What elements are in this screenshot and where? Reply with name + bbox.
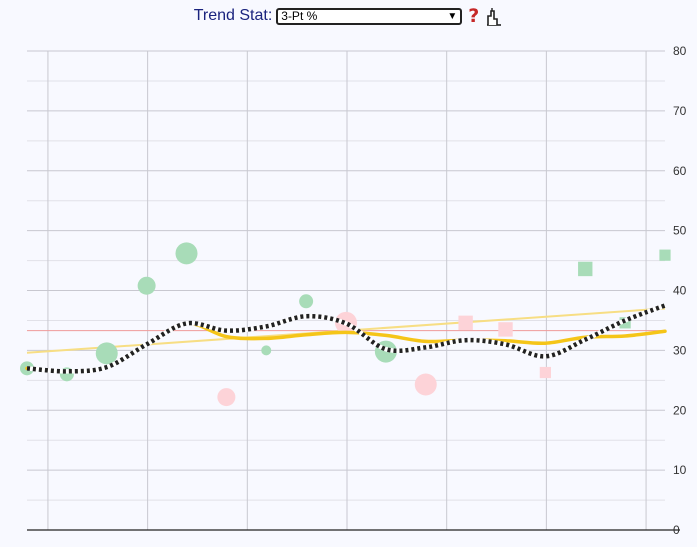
data-point-circle: [175, 242, 198, 265]
data-point-square: [578, 261, 593, 277]
chart-options-button[interactable]: [485, 7, 503, 26]
trend-stat-toolbar: Trend Stat: 3-Pt % ▼ ?: [0, 4, 697, 28]
y-tick-label: 30: [673, 343, 687, 357]
y-tick-label: 0: [673, 523, 680, 537]
question-mark-icon: ?: [468, 4, 480, 27]
line-chart-icon: [487, 7, 502, 26]
y-tick-label: 60: [673, 164, 687, 178]
y-tick-label: 10: [673, 463, 687, 477]
chart-axes: 80 70 60 50 40 30 20 10 0: [27, 44, 687, 537]
chevron-down-icon: ▼: [447, 10, 458, 22]
trend-stat-selected-value: 3-Pt %: [281, 9, 318, 23]
data-point-circle: [261, 345, 272, 356]
average-series: [25, 303, 667, 374]
y-tick-label: 70: [673, 104, 687, 118]
y-tick-label: 80: [673, 44, 687, 58]
cumulative-average-line-base: [26, 303, 666, 374]
y-tick-label: 20: [673, 403, 687, 417]
data-point-circle: [217, 388, 236, 407]
data-point-circle: [299, 294, 314, 309]
help-button[interactable]: ?: [468, 4, 480, 27]
data-point-circle: [95, 342, 118, 365]
data-point-circle: [137, 276, 156, 295]
data-point-circle: [414, 373, 437, 396]
data-point-square: [498, 322, 513, 337]
data-point-square: [659, 249, 671, 261]
data-point-square: [458, 315, 473, 331]
trend-stat-label: Trend Stat:: [193, 7, 273, 24]
y-tick-label: 40: [673, 284, 687, 298]
y-tick-label: 50: [673, 224, 687, 238]
trend-stat-select[interactable]: 3-Pt % ▼: [276, 7, 463, 25]
chart-grid: [27, 50, 665, 531]
data-point-square: [539, 366, 551, 379]
